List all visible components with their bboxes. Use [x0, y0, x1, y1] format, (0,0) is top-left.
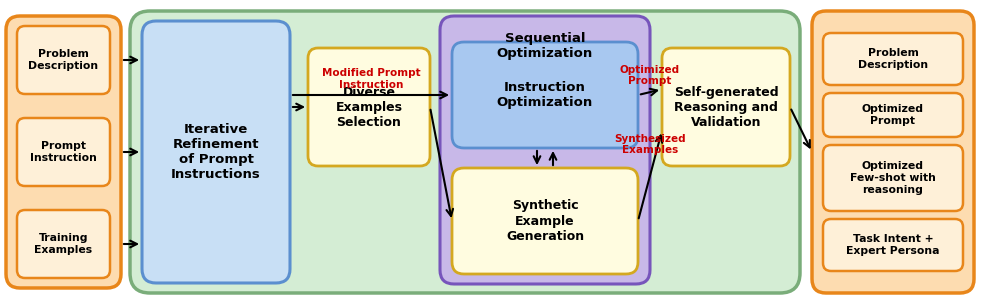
FancyBboxPatch shape — [17, 118, 110, 186]
Text: Optimized
Prompt: Optimized Prompt — [862, 104, 924, 126]
FancyBboxPatch shape — [440, 16, 650, 284]
FancyBboxPatch shape — [823, 145, 963, 211]
Text: Optimized
Few-shot with
reasoning: Optimized Few-shot with reasoning — [850, 161, 936, 195]
Text: Optimized
Prompt: Optimized Prompt — [620, 65, 681, 86]
Text: Modified Prompt
Instruction: Modified Prompt Instruction — [322, 68, 420, 90]
Text: Problem
Description: Problem Description — [858, 48, 928, 70]
Text: Self-generated
Reasoning and
Validation: Self-generated Reasoning and Validation — [674, 85, 779, 129]
FancyBboxPatch shape — [17, 210, 110, 278]
FancyBboxPatch shape — [6, 16, 121, 288]
Text: Prompt
Instruction: Prompt Instruction — [30, 141, 97, 163]
Text: Synthesized
Examples: Synthesized Examples — [614, 134, 685, 155]
Text: Training
Examples: Training Examples — [34, 233, 92, 255]
Text: Instruction
Optimization: Instruction Optimization — [497, 81, 593, 109]
FancyBboxPatch shape — [452, 168, 638, 274]
FancyBboxPatch shape — [130, 11, 800, 293]
FancyBboxPatch shape — [823, 93, 963, 137]
FancyBboxPatch shape — [823, 33, 963, 85]
FancyBboxPatch shape — [308, 48, 430, 166]
FancyBboxPatch shape — [662, 48, 790, 166]
FancyBboxPatch shape — [452, 42, 638, 148]
Text: Sequential
Optimization: Sequential Optimization — [497, 32, 593, 60]
Text: Task Intent +
Expert Persona: Task Intent + Expert Persona — [846, 234, 940, 256]
FancyBboxPatch shape — [17, 26, 110, 94]
Text: Diverse
Examples
Selection: Diverse Examples Selection — [336, 85, 403, 129]
FancyBboxPatch shape — [812, 11, 974, 293]
Text: Iterative
Refinement
of Prompt
Instructions: Iterative Refinement of Prompt Instructi… — [171, 123, 261, 181]
FancyBboxPatch shape — [142, 21, 290, 283]
Text: Problem
Description: Problem Description — [28, 49, 98, 71]
Text: Synthetic
Example
Generation: Synthetic Example Generation — [506, 200, 584, 242]
FancyBboxPatch shape — [823, 219, 963, 271]
